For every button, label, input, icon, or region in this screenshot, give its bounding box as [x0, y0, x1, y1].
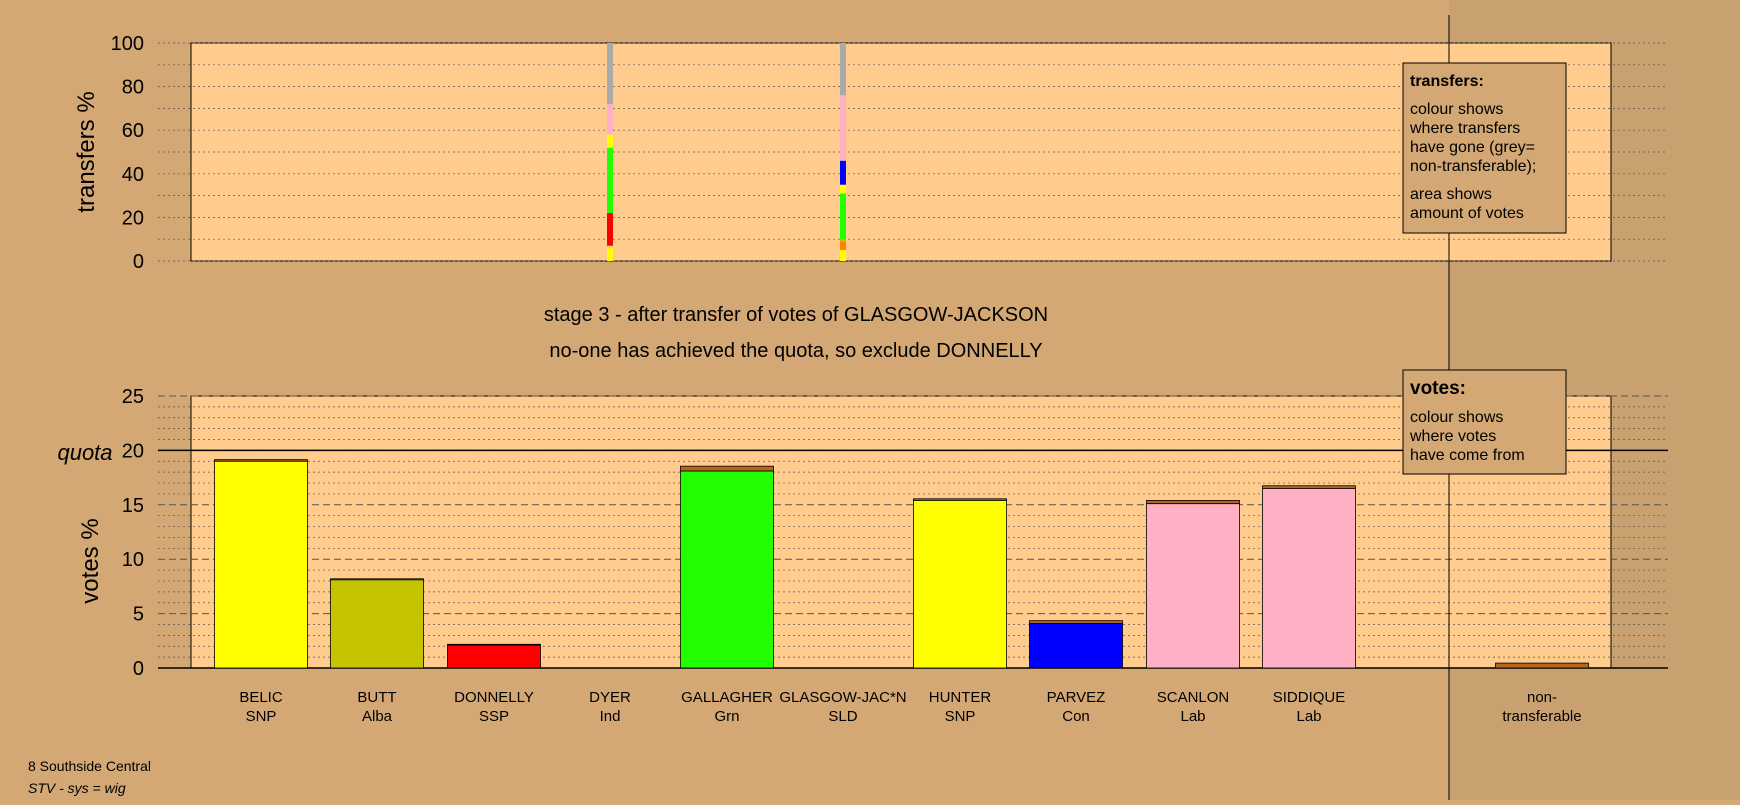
stage-title: stage 3 - after transfer of votes of GLA… — [544, 304, 1048, 326]
vote-bar — [1262, 488, 1356, 669]
transfer-segment — [607, 147, 613, 214]
votes-tick-label: 15 — [122, 495, 144, 517]
transfer-segment — [840, 193, 846, 240]
vote-bar-transfer-layer — [1029, 620, 1123, 624]
transfer-segment — [840, 160, 846, 185]
transfers-gridlines — [158, 42, 1668, 262]
transfers-legend-line: where transfers — [1409, 120, 1520, 137]
transfers-legend-title: transfers: — [1410, 73, 1484, 90]
transfers-tick-label: 40 — [122, 164, 144, 186]
candidate-name: DONNELLY — [454, 689, 534, 706]
candidate-name: DYER — [589, 689, 631, 706]
stage-subtitle: no-one has achieved the quota, so exclud… — [549, 340, 1042, 362]
transfer-segment — [840, 250, 846, 261]
candidate-name: GLASGOW-JAC*N — [779, 689, 906, 706]
votes-tick-label: 25 — [122, 386, 144, 408]
quota-label: quota — [57, 440, 112, 465]
transfers-tick-label: 60 — [122, 120, 144, 142]
vote-bar — [1029, 622, 1123, 669]
transfers-tick-label: 20 — [122, 207, 144, 229]
candidate-party: Con — [1062, 708, 1090, 725]
votes-panel: 0 5 10 15 20 25 BELIC SNP BUTT Alba DONNELLY SSP DY… — [57, 386, 1668, 725]
candidate-party: SNP — [945, 708, 976, 725]
transfers-legend-line: amount of votes — [1410, 205, 1524, 222]
transfer-segment — [607, 104, 613, 135]
votes-tick-label: 0 — [133, 658, 144, 680]
transfer-segment — [607, 247, 613, 261]
candidate-party: Ind — [600, 708, 621, 725]
candidate-name: SCANLON — [1157, 689, 1230, 706]
vote-bar-transfer-layer — [680, 465, 774, 472]
candidate-party: Grn — [714, 708, 739, 725]
candidate-name: SIDDIQUE — [1273, 689, 1346, 706]
transfer-segment — [840, 184, 846, 194]
transfer-segment — [840, 95, 846, 161]
votes-plot-area — [190, 395, 1612, 669]
transfers-panel: 0 20 40 60 80 100 transfers % — [73, 33, 1668, 273]
transfers-legend-line: area shows — [1410, 186, 1492, 203]
transfers-y-ticks: 0 20 40 60 80 100 — [111, 33, 144, 273]
vote-bar-transfer-layer — [1262, 485, 1356, 489]
candidate-party: SNP — [246, 708, 277, 725]
candidate-name: GALLAGHER — [681, 689, 773, 706]
candidate-name: BELIC — [239, 689, 283, 706]
candidate-party: SLD — [828, 708, 857, 725]
transfers-tick-label: 80 — [122, 77, 144, 99]
nontransferable-label: transferable — [1502, 708, 1581, 725]
votes-legend-box — [1402, 369, 1567, 475]
transfers-tick-label: 0 — [133, 251, 144, 273]
votes-legend-line: have come from — [1410, 447, 1525, 464]
transfer-segment — [607, 43, 613, 105]
votes-y-ticks: 0 5 10 15 20 25 — [122, 386, 144, 680]
votes-legend-line: colour shows — [1410, 409, 1503, 426]
transfers-legend-box — [1402, 62, 1567, 234]
vote-bar — [214, 460, 308, 669]
ward-name: 8 Southside Central — [28, 758, 151, 774]
candidate-name: BUTT — [357, 689, 396, 706]
transfer-segment — [840, 239, 846, 242]
transfers-y-axis-label: transfers % — [73, 91, 100, 212]
nontransferable-label: non- — [1527, 689, 1557, 706]
transfers-legend-line: have gone (grey= — [1410, 139, 1535, 156]
candidate-party: Lab — [1180, 708, 1205, 725]
transfers-legend: transfers: colour shows where transfers … — [1402, 62, 1567, 234]
vote-bar-transfer-layer — [1146, 500, 1240, 505]
votes-y-axis-label: votes % — [77, 518, 104, 603]
candidate-party: SSP — [479, 708, 509, 725]
transfers-legend-line: non-transferable); — [1410, 158, 1536, 175]
votes-legend-title: votes: — [1410, 378, 1466, 399]
transfer-segment — [840, 43, 846, 96]
votes-tick-label: 10 — [122, 549, 144, 571]
transfers-legend-line: colour shows — [1410, 101, 1503, 118]
vote-bars — [214, 459, 1589, 669]
votes-legend-line: where votes — [1409, 428, 1496, 445]
candidate-labels: BELIC SNP BUTT Alba DONNELLY SSP DYER Ind GALLAG… — [239, 689, 1581, 725]
candidate-name: HUNTER — [929, 689, 992, 706]
candidate-party: Lab — [1296, 708, 1321, 725]
votes-tick-label: 5 — [133, 604, 144, 626]
candidate-party: Alba — [362, 708, 393, 725]
votes-tick-label: 20 — [122, 440, 144, 462]
transfer-segment — [840, 241, 846, 251]
vote-bar — [680, 470, 774, 669]
candidate-name: PARVEZ — [1047, 689, 1106, 706]
nontransferable-bar — [1495, 662, 1589, 669]
transfer-segment — [607, 134, 613, 148]
transfer-bars — [607, 43, 846, 261]
vote-bar — [447, 644, 541, 669]
transfer-segment — [607, 213, 613, 246]
vote-bar — [913, 500, 1007, 669]
vote-bar — [330, 579, 424, 669]
votes-legend: votes: colour shows where votes have com… — [1402, 369, 1567, 475]
transfers-tick-label: 100 — [111, 33, 144, 55]
vote-bar — [1146, 503, 1240, 669]
system-label: STV - sys = wig — [28, 780, 126, 796]
